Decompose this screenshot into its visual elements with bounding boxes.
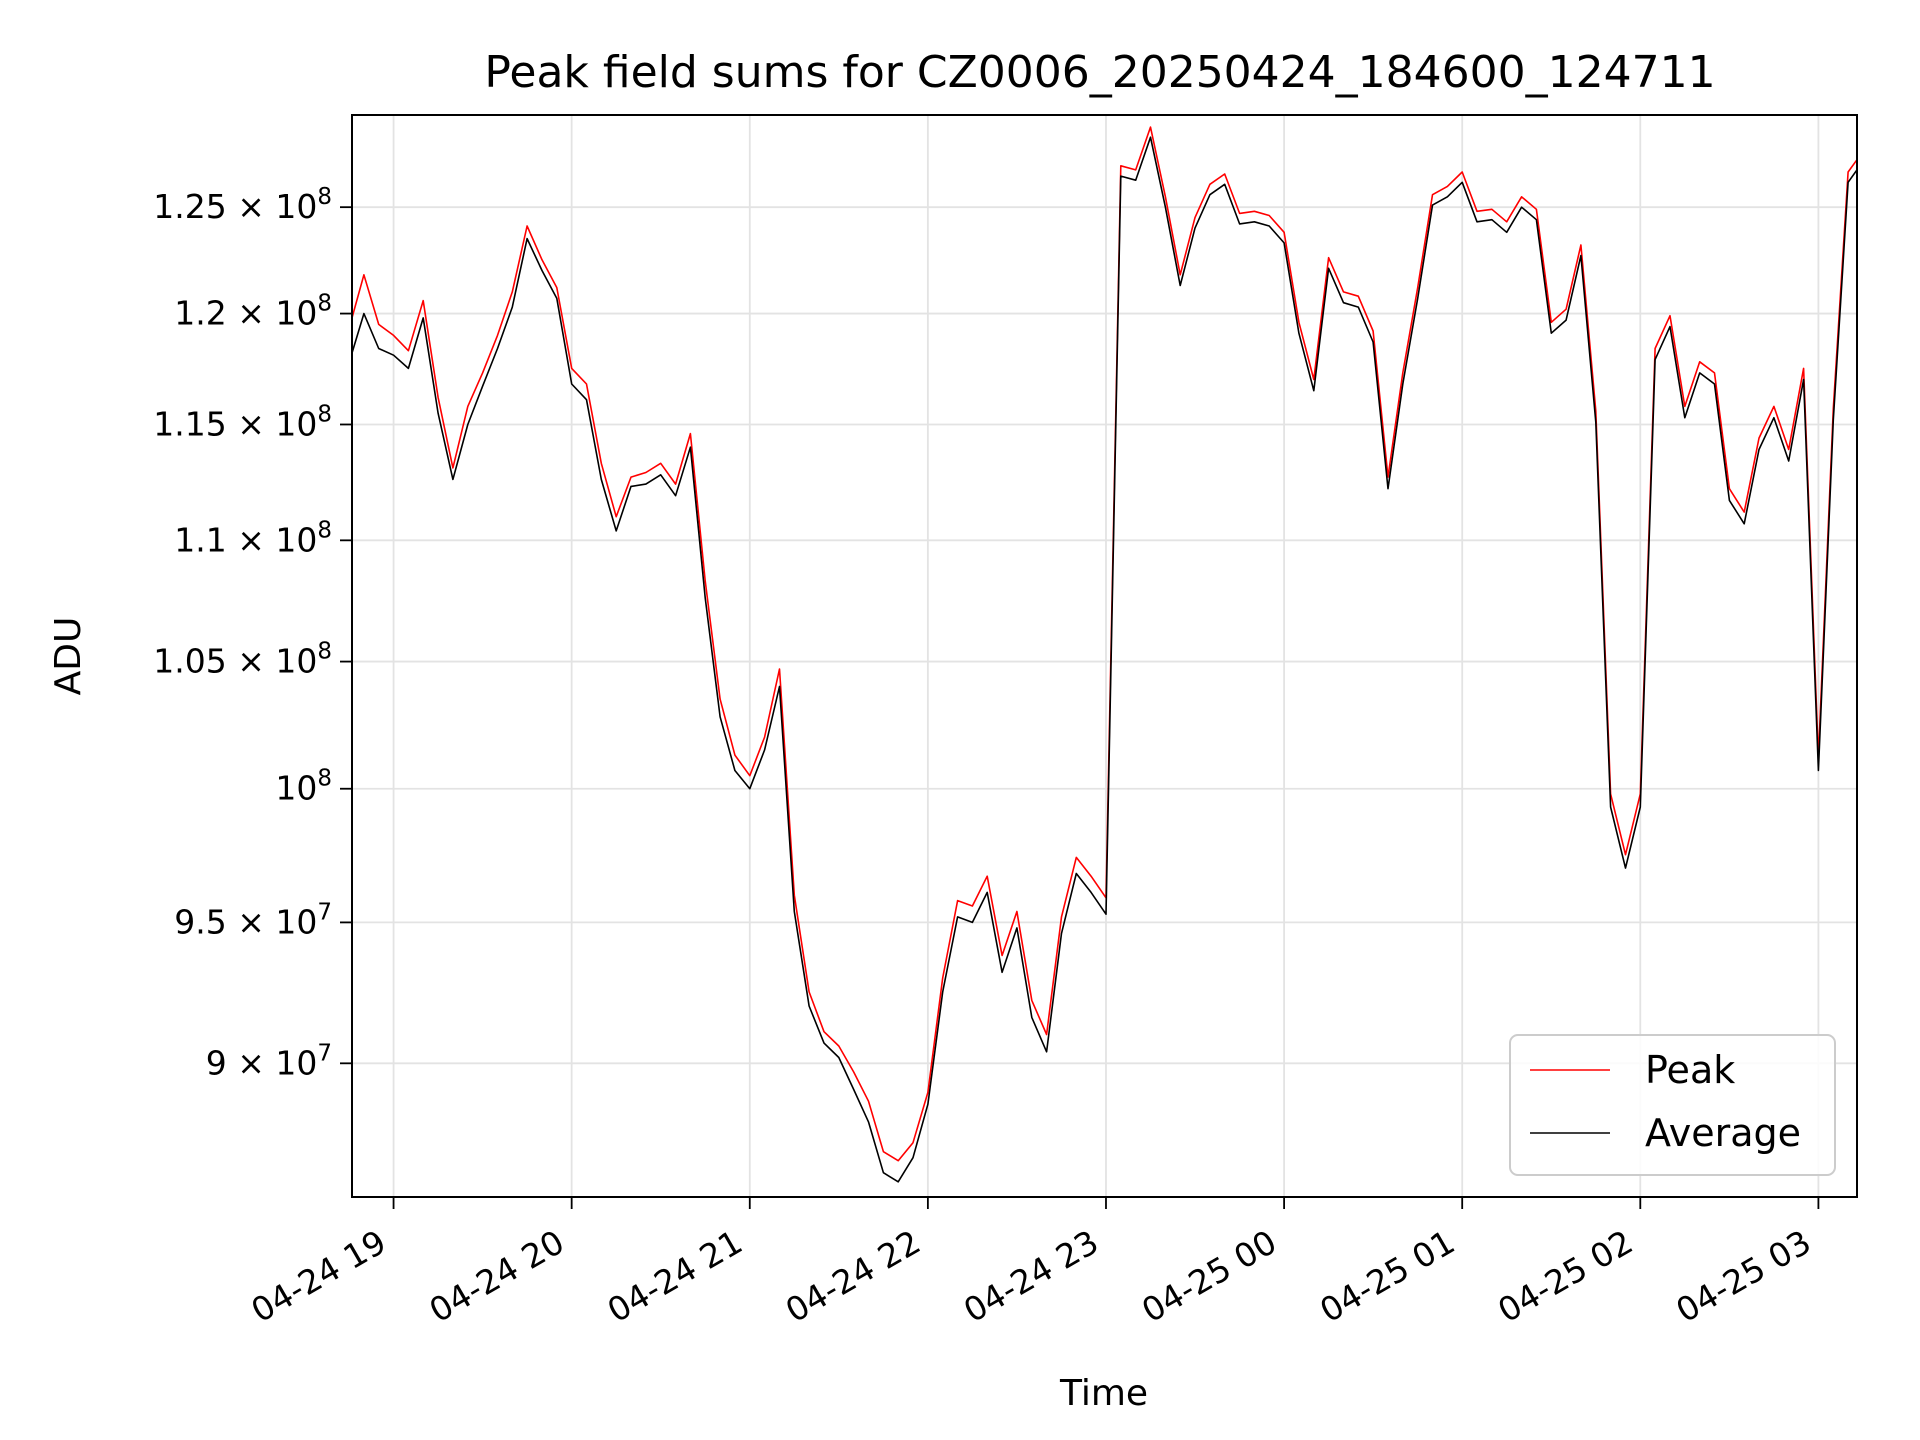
peak-series-line: [351, 126, 1858, 1162]
y-tick-label: 9 × 107: [206, 1040, 332, 1082]
x-tick-label: 04-25 01: [1313, 1222, 1461, 1330]
y-tick-label: 1.25 × 108: [153, 184, 332, 226]
series-layer: [351, 126, 1858, 1183]
x-axis-label: Time: [1059, 1373, 1148, 1414]
x-tick-label: 04-25 03: [1669, 1222, 1817, 1330]
y-tick-label: 1.1 × 108: [174, 517, 332, 559]
y-tick-label: 9.5 × 107: [174, 899, 332, 941]
x-tick-label: 04-24 22: [779, 1222, 927, 1330]
average-series-line: [351, 136, 1858, 1183]
plot-area-frame: [351, 114, 1858, 1198]
x-tick-label: 04-24 21: [601, 1222, 749, 1330]
x-tick-label: 04-25 02: [1491, 1222, 1639, 1330]
legend-label-average: Average: [1645, 1111, 1801, 1155]
y-tick-label: 1.15 × 108: [153, 401, 332, 443]
y-axis-label: ADU: [48, 617, 89, 696]
legend: Peak Average: [1509, 1034, 1836, 1176]
x-tick-label: 04-24 20: [423, 1222, 571, 1330]
y-tick-label: 108: [275, 766, 332, 808]
x-tick-label: 04-25 00: [1135, 1222, 1283, 1330]
x-tick-label: 04-24 19: [245, 1222, 393, 1330]
chart-title: Peak field sums for CZ0006_20250424_1846…: [484, 47, 1715, 98]
legend-label-peak: Peak: [1645, 1048, 1735, 1092]
y-tick-label: 1.2 × 108: [174, 291, 332, 333]
y-tick-label: 1.05 × 108: [153, 639, 332, 681]
x-tick-label: 04-24 23: [957, 1222, 1105, 1330]
